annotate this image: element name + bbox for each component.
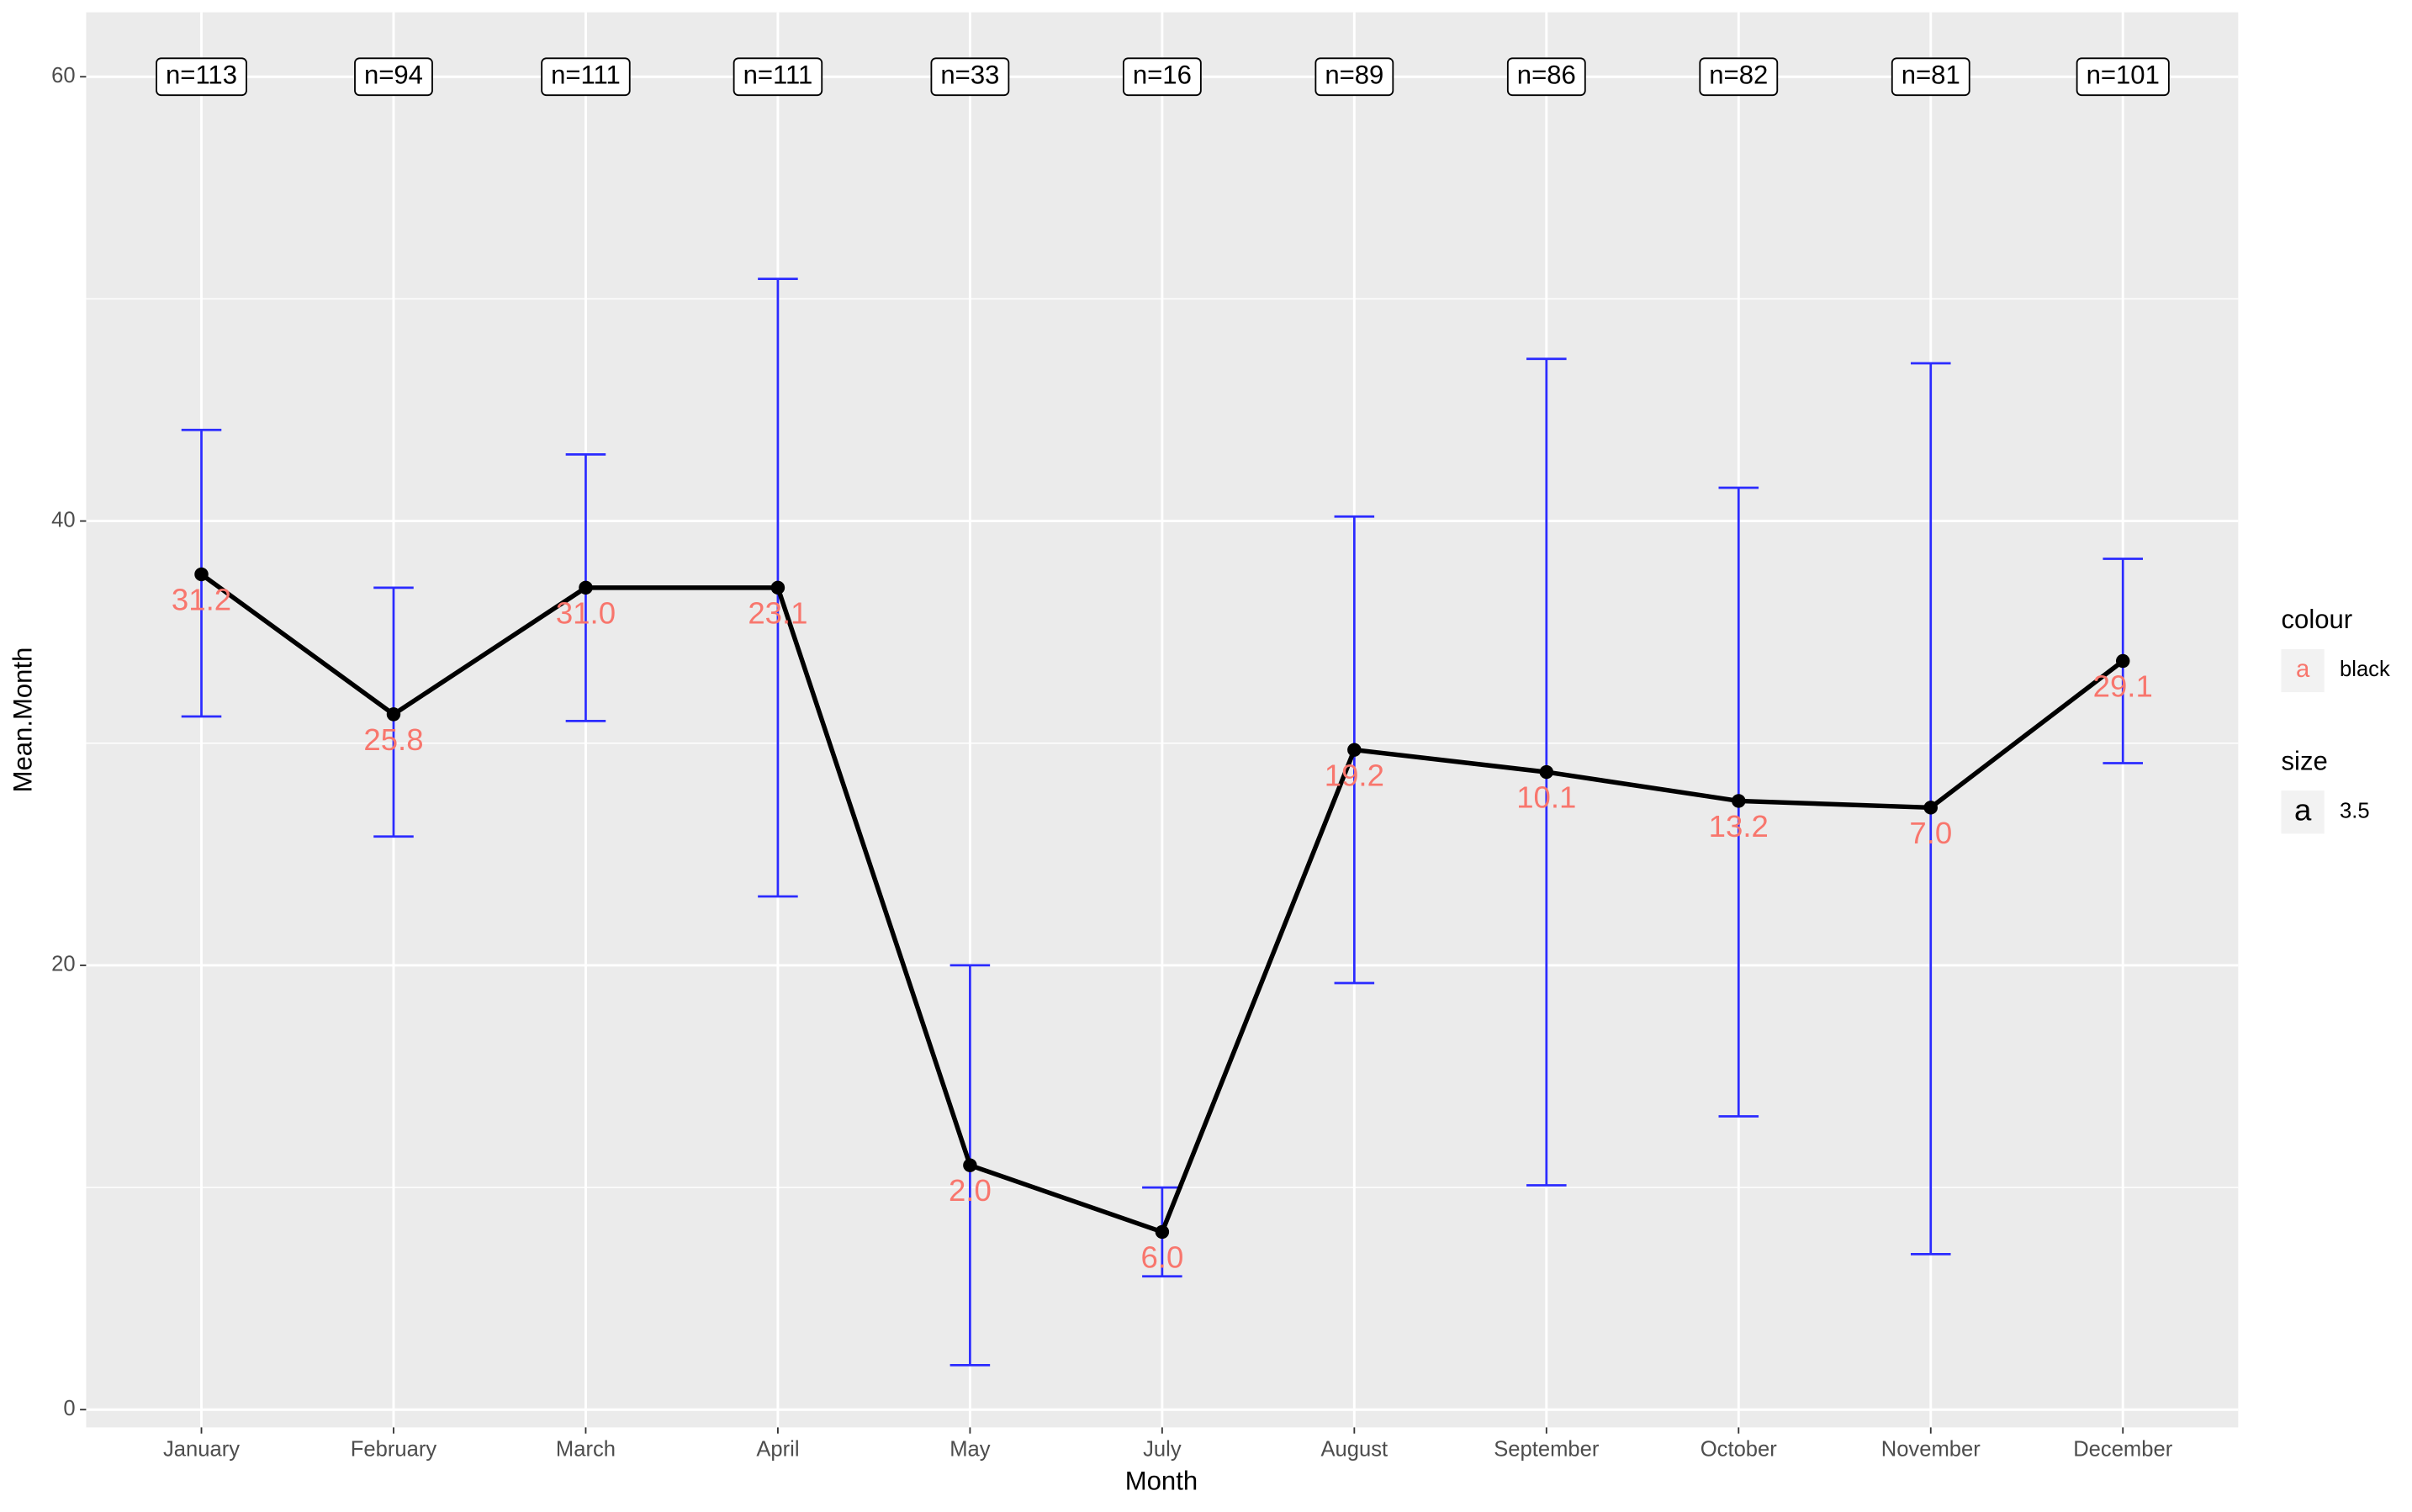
x-tick-label: November: [1881, 1438, 1981, 1462]
legend-key-glyph: a: [2294, 792, 2312, 827]
y-tick-label: 60: [51, 64, 75, 87]
data-label: 31.0: [556, 595, 616, 630]
n-label-box: [733, 57, 823, 97]
point: [2115, 653, 2130, 669]
data-label: 2.0: [949, 1173, 992, 1208]
n-label: n=81: [1902, 60, 1960, 89]
point: [1923, 801, 1938, 815]
n-label: n=82: [1709, 60, 1768, 89]
marks: 31.2 25.8 31.0 23.1 2.0 6.0 19.2 10.1 13.2 7.0 29.…: [172, 278, 2153, 1367]
n-label-box: [2076, 57, 2170, 97]
data-label: 25.8: [363, 722, 423, 757]
n-label-box: [354, 57, 433, 97]
point: [963, 1158, 977, 1172]
x-tick-label: February: [351, 1438, 437, 1462]
n-label-box: [1699, 57, 1779, 97]
n-label: n=111: [743, 60, 813, 89]
n-label-box: [1314, 57, 1394, 97]
legend-label: 3.5: [2340, 800, 2370, 823]
point: [579, 580, 593, 595]
x-tick-label: December: [2073, 1438, 2173, 1462]
x-tick-label: March: [556, 1438, 616, 1462]
x-tick-label: May: [949, 1438, 991, 1462]
x-tick-label: April: [756, 1438, 799, 1462]
data-label: 19.2: [1325, 758, 1384, 792]
data-label: 13.2: [1709, 809, 1769, 843]
legend-label: black: [2340, 658, 2390, 681]
n-label: n=113: [166, 60, 237, 89]
x-tick-label: September: [1494, 1438, 1600, 1462]
legend-title: size: [2282, 746, 2328, 775]
x-tick-label: August: [1320, 1438, 1388, 1462]
legend-title: colour: [2282, 605, 2353, 634]
n-label: n=86: [1517, 60, 1576, 89]
n-label-box: [1891, 57, 1970, 97]
data-label: 29.1: [2093, 669, 2153, 704]
point: [386, 707, 401, 722]
y-axis-title: Mean.Month: [8, 648, 37, 793]
n-label: n=94: [364, 60, 423, 89]
y-tick-label: 0: [63, 1397, 75, 1420]
legend-key-glyph: a: [2296, 656, 2310, 683]
n-label-box: [156, 57, 247, 97]
n-label: n=111: [551, 60, 621, 89]
y-tick-label: 20: [51, 953, 75, 976]
n-label: n=101: [2087, 60, 2160, 89]
n-label: n=33: [940, 60, 999, 89]
point: [770, 580, 785, 595]
point: [1732, 794, 1746, 808]
x-tick-label: October: [1701, 1438, 1778, 1462]
data-label: 10.1: [1516, 780, 1576, 815]
data-label: 23.1: [748, 595, 807, 630]
data-label: 31.2: [172, 583, 231, 617]
point: [194, 567, 209, 582]
legend-key: [2281, 790, 2325, 834]
x-tick-label: July: [1143, 1438, 1182, 1462]
x-tick-label: January: [163, 1438, 240, 1462]
n-label-box: [1122, 57, 1202, 97]
x-axis-title: Month: [1125, 1466, 1198, 1495]
n-label-box: [930, 57, 1010, 97]
n-label-box: [541, 57, 631, 97]
data-label: 6.0: [1140, 1240, 1183, 1275]
n-label: n=16: [1133, 60, 1192, 89]
y-tick-label: 40: [51, 508, 75, 531]
point: [1155, 1224, 1170, 1240]
data-label: 7.0: [1909, 816, 1952, 850]
n-label-box: [1506, 57, 1586, 97]
n-label: n=89: [1325, 60, 1383, 89]
point: [1539, 764, 1554, 780]
legend-key: [2281, 648, 2325, 693]
point: [1347, 743, 1362, 757]
